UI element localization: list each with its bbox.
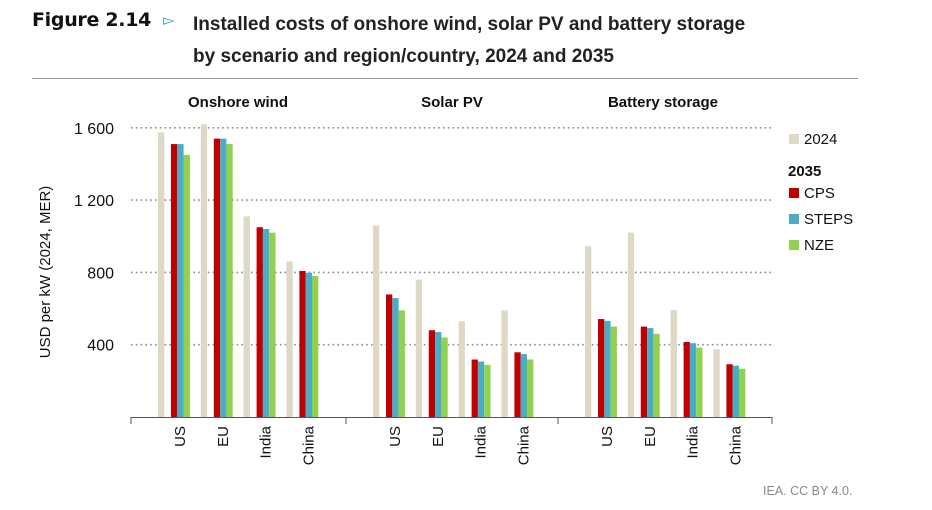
bar-2024 xyxy=(670,309,677,417)
bar-cps xyxy=(640,326,648,417)
bar-cps xyxy=(299,270,306,417)
x-axis-labels: US EU India China US EU India China US EU India Chi… xyxy=(172,425,744,465)
y-axis-label: USD per kW (2024, MER) xyxy=(37,186,54,359)
bar-cps xyxy=(514,352,521,417)
bar-2024 xyxy=(158,132,165,417)
bar-2024 xyxy=(415,279,423,417)
legend: 2024 2035 CPS STEPS NZE xyxy=(788,131,853,254)
bar-2024 xyxy=(373,225,380,417)
legend-heading: 2035 xyxy=(788,163,821,180)
group-title: Battery storage xyxy=(608,94,718,111)
bar-steps xyxy=(689,343,697,417)
bar-nze xyxy=(398,310,405,417)
bar-steps xyxy=(392,298,399,417)
bar-cps xyxy=(683,341,690,417)
bar-2024 xyxy=(585,246,592,417)
bar-steps xyxy=(520,354,527,417)
bar-cps xyxy=(171,144,178,417)
bar-nze xyxy=(696,347,703,417)
legend-label-cps: CPS xyxy=(804,185,835,202)
legend-swatch-cps xyxy=(789,188,799,198)
x-axis xyxy=(130,417,773,424)
bar-nze xyxy=(312,276,319,417)
bar-nze xyxy=(441,337,448,417)
bar-steps xyxy=(477,361,485,417)
x-tick-label: China xyxy=(300,425,317,465)
group-titles: Onshore wind Solar PV Battery storage xyxy=(188,94,718,111)
bar-steps xyxy=(435,332,442,417)
bar-2024 xyxy=(286,261,293,417)
bar-steps xyxy=(647,328,654,417)
x-tick-label: India xyxy=(685,425,702,458)
x-tick-label: China xyxy=(515,425,532,465)
bar-2024 xyxy=(200,124,208,417)
figure-number: Figure 2.14 xyxy=(32,9,152,31)
bar-nze xyxy=(269,232,276,417)
y-tick-label: 1 600 xyxy=(74,121,114,138)
figure-arrow-icon: ▻ xyxy=(163,12,175,29)
x-tick-label: India xyxy=(258,425,275,458)
legend-swatch-2024 xyxy=(789,134,799,144)
group-title: Solar PV xyxy=(421,94,483,111)
bar-nze xyxy=(610,326,617,417)
bar-nze xyxy=(739,368,746,417)
legend-swatch-nze xyxy=(789,240,799,250)
bar-cps xyxy=(213,138,221,417)
bar-2024 xyxy=(713,349,720,417)
x-tick-label: EU xyxy=(642,426,659,447)
bar-nze xyxy=(484,364,491,417)
y-tick-label: 1 200 xyxy=(74,193,114,210)
x-tick-label: US xyxy=(172,426,189,447)
gridlines xyxy=(131,127,772,346)
x-tick-label: China xyxy=(727,425,744,465)
x-tick-label: EU xyxy=(215,426,232,447)
x-tick-label: US xyxy=(387,426,404,447)
bar-steps xyxy=(262,229,270,417)
bar-2024 xyxy=(458,321,465,417)
figure-title-line-2: by scenario and region/country, 2024 and… xyxy=(193,46,614,67)
title-divider xyxy=(32,78,858,79)
bar-cps xyxy=(726,364,733,417)
bar-steps xyxy=(220,138,227,417)
bar-nze xyxy=(183,154,190,417)
bar-cps xyxy=(471,359,478,417)
figure-title-line-1: Installed costs of onshore wind, solar P… xyxy=(193,14,746,35)
source-credit: IEA. CC BY 4.0. xyxy=(763,484,853,498)
legend-label-steps: STEPS xyxy=(804,211,853,228)
bar-2024 xyxy=(627,232,635,417)
legend-swatch-steps xyxy=(789,214,799,224)
bar-cps xyxy=(428,330,436,417)
y-tick-label: 400 xyxy=(87,338,114,355)
legend-label-2024: 2024 xyxy=(804,131,837,148)
x-tick-label: EU xyxy=(430,426,447,447)
bar-steps xyxy=(732,365,739,417)
x-tick-label: India xyxy=(473,425,490,458)
bar-2024 xyxy=(501,310,508,417)
group-title: Onshore wind xyxy=(188,94,288,111)
bar-steps xyxy=(177,144,184,417)
bar-steps xyxy=(604,320,611,417)
bar-cps xyxy=(386,294,393,417)
legend-label-nze: NZE xyxy=(804,237,834,254)
y-axis-ticks: 400 800 1 200 1 600 xyxy=(74,121,114,355)
figure-title: Installed costs of onshore wind, solar P… xyxy=(193,9,843,73)
bar-cps xyxy=(598,319,605,417)
bar-cps xyxy=(256,227,263,417)
bar-nze xyxy=(653,333,660,417)
bar-nze xyxy=(226,144,233,417)
x-tick-label: US xyxy=(599,426,616,447)
bar-steps xyxy=(305,272,312,417)
bar-nze xyxy=(527,359,534,417)
bars xyxy=(158,124,746,417)
bar-2024 xyxy=(243,216,250,417)
y-tick-label: 800 xyxy=(87,265,114,282)
